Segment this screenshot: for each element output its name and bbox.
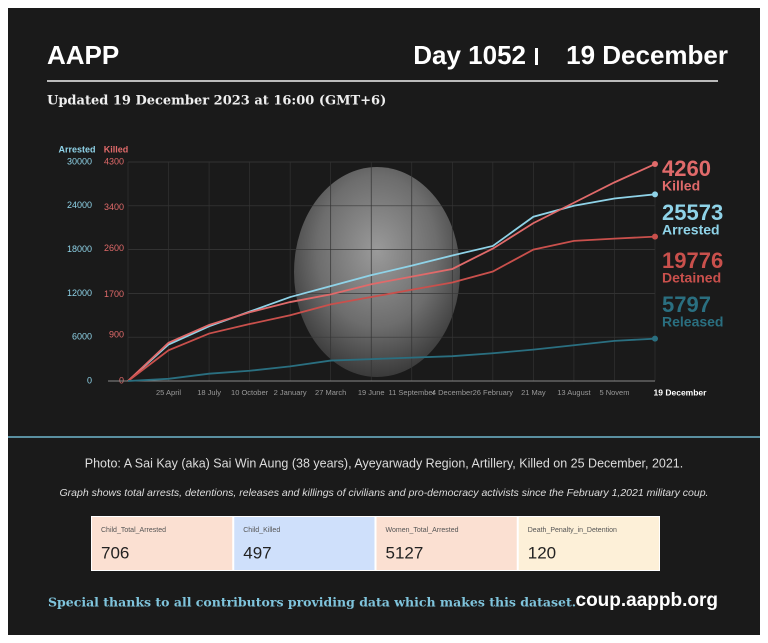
x-tick-label: 19 June bbox=[358, 388, 385, 397]
updated: Updated 19 December 2023 at 16:00 (GMT+6… bbox=[47, 94, 386, 109]
y-tick-label: 30000 bbox=[67, 156, 92, 166]
stat-card bbox=[376, 517, 517, 570]
y-tick-label: 6000 bbox=[72, 332, 92, 342]
y2-tick-label: 4300 bbox=[104, 156, 124, 166]
stat-card bbox=[234, 517, 375, 570]
caption: Photo: A Sai Kay (aka) Sai Win Aung (38 … bbox=[85, 456, 683, 470]
series-name: Released bbox=[662, 314, 723, 330]
x-tick-label: 27 March bbox=[315, 388, 346, 397]
series-line bbox=[127, 193, 656, 382]
note: Graph shows total arrests, detentions, r… bbox=[60, 487, 709, 499]
day: Day 1052 bbox=[413, 40, 526, 70]
end-value: 5797 bbox=[662, 292, 711, 317]
y-tick-label: 0 bbox=[87, 375, 92, 385]
y-tick-label: 18000 bbox=[67, 244, 92, 254]
series-line bbox=[127, 163, 656, 382]
y-tick-label: 24000 bbox=[67, 200, 92, 210]
y2-axis-title: Killed bbox=[104, 144, 129, 154]
series-line bbox=[127, 235, 656, 382]
x-tick-label: 19 December bbox=[654, 387, 708, 397]
stat-value: 497 bbox=[243, 543, 271, 562]
y2-tick-label: 2600 bbox=[104, 243, 124, 253]
stat-label: Death_Penalty_in_Detention bbox=[528, 527, 617, 534]
y2-tick-label: 0 bbox=[119, 375, 124, 385]
end-point bbox=[652, 161, 658, 168]
stat-card bbox=[518, 517, 659, 570]
x-tick-label: 13 August bbox=[557, 388, 591, 397]
stat-label: Child_Total_Arrested bbox=[101, 527, 166, 534]
stat-value: 5127 bbox=[386, 543, 424, 562]
brand: AAPP bbox=[47, 40, 119, 70]
series-name: Killed bbox=[662, 178, 700, 194]
x-tick-label: 21 May bbox=[521, 388, 546, 397]
stat-label: Women_Total_Arrested bbox=[386, 527, 459, 534]
end-point bbox=[652, 191, 658, 198]
x-tick-label: 5 Novem bbox=[599, 388, 629, 397]
chart: Arrested Killed 0 6000 12000 18000 24000 30000 0… bbox=[58, 144, 723, 397]
stat-value: 706 bbox=[101, 543, 129, 562]
x-tick-label: 26 February bbox=[473, 388, 514, 397]
date: 19 December bbox=[566, 40, 728, 70]
series-name: Detained bbox=[662, 270, 721, 286]
thanks: Special thanks to all contributors provi… bbox=[48, 595, 576, 610]
y2-tick-label: 3400 bbox=[104, 202, 124, 212]
series-line bbox=[127, 337, 656, 382]
photo bbox=[294, 167, 460, 377]
y-axis-title: Arrested bbox=[58, 144, 95, 154]
stats: Child_Total_Arrested 706 Child_Killed 497 Wo… bbox=[91, 516, 660, 571]
end-value: 19776 bbox=[662, 248, 723, 273]
site: coup.aappb.org bbox=[576, 590, 719, 611]
x-tick-label: 18 July bbox=[197, 388, 221, 397]
x-tick-label: 25 April bbox=[156, 388, 181, 397]
end-point bbox=[652, 335, 658, 342]
x-tick-label: 4 December bbox=[432, 388, 473, 397]
stat-label: Child_Killed bbox=[243, 527, 280, 534]
y2-tick-label: 900 bbox=[109, 330, 124, 340]
stat-value: 120 bbox=[528, 543, 556, 562]
stat-card bbox=[92, 517, 233, 570]
y2-tick-label: 1700 bbox=[104, 289, 124, 299]
y-tick-label: 12000 bbox=[67, 288, 92, 298]
x-tick-label: 2 January bbox=[274, 388, 307, 397]
series-name: Arrested bbox=[662, 222, 720, 238]
separator bbox=[535, 48, 538, 65]
x-tick-label: 10 October bbox=[231, 388, 269, 397]
end-value: 4260 bbox=[662, 156, 711, 181]
end-value: 25573 bbox=[662, 200, 723, 225]
x-tick-label: 11 September bbox=[388, 388, 435, 397]
end-point bbox=[652, 233, 658, 240]
